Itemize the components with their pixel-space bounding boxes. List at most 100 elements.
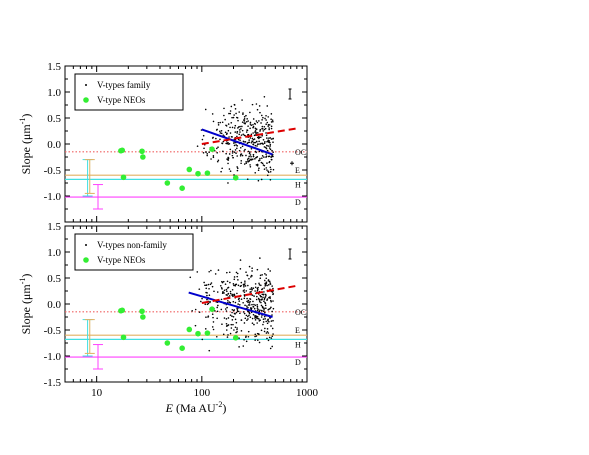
- family-point: [231, 116, 233, 119]
- family-point: [248, 155, 250, 158]
- family-point: [267, 332, 270, 334]
- family-point: [229, 132, 232, 134]
- family-point: [235, 144, 237, 146]
- family-point: [196, 271, 199, 273]
- family-point: [252, 123, 254, 126]
- family-point: [271, 119, 274, 121]
- family-point: [267, 145, 270, 147]
- family-point: [245, 114, 247, 117]
- family-point: [236, 275, 239, 278]
- family-point: [247, 120, 249, 122]
- family-point: [227, 292, 230, 295]
- family-point: [211, 113, 214, 115]
- family-point: [215, 137, 217, 140]
- family-point: [270, 125, 273, 128]
- family-point: [225, 152, 227, 155]
- family-point: [233, 329, 235, 331]
- family-point: [242, 133, 245, 136]
- family-point: [234, 131, 237, 133]
- y-tick-label: 1.5: [47, 221, 61, 233]
- family-point: [271, 149, 273, 152]
- family-point: [262, 143, 264, 145]
- family-point: [227, 317, 230, 319]
- family-point: [262, 323, 264, 326]
- family-point: [231, 150, 234, 152]
- family-point: [249, 111, 251, 114]
- family-point: [270, 158, 273, 161]
- family-point: [245, 131, 248, 133]
- family-point: [268, 280, 271, 283]
- family-point: [256, 121, 259, 124]
- y-tick-label: -1.5: [44, 377, 62, 389]
- family-point: [228, 143, 231, 145]
- family-point: [258, 298, 260, 301]
- y-label-main: Slope (: [19, 300, 33, 334]
- y-label-unit: μm: [19, 284, 33, 300]
- family-point: [246, 300, 248, 303]
- family-point: [255, 156, 257, 159]
- family-point: [233, 284, 235, 287]
- reference-label-h: H: [295, 180, 301, 189]
- neo-point: [179, 185, 185, 191]
- family-point: [256, 164, 259, 167]
- family-point: [267, 123, 270, 126]
- x-label-exp: -2: [216, 400, 223, 409]
- x-tick-label: 100: [194, 387, 211, 399]
- family-point: [257, 308, 259, 311]
- family-point: [212, 156, 215, 159]
- family-point: [249, 164, 251, 166]
- family-point: [208, 349, 211, 352]
- family-point: [208, 294, 211, 297]
- family-point: [254, 158, 256, 160]
- y-tick-label: 0.5: [47, 273, 61, 285]
- family-point: [231, 294, 233, 297]
- family-point: [242, 345, 245, 347]
- family-point: [222, 333, 225, 336]
- family-point: [211, 313, 214, 316]
- family-point: [251, 137, 254, 140]
- family-point: [238, 111, 240, 113]
- fit-line-red: [201, 127, 297, 145]
- family-point: [225, 329, 228, 331]
- y-tick-label: -0.5: [44, 165, 62, 177]
- reference-label-e: E: [295, 326, 300, 335]
- family-point: [205, 284, 207, 287]
- legend-box: [74, 233, 194, 271]
- family-point: [265, 134, 268, 137]
- family-point: [256, 322, 258, 324]
- family-point: [228, 295, 231, 297]
- family-point: [254, 131, 256, 133]
- family-point: [247, 335, 250, 338]
- family-point: [209, 283, 212, 286]
- family-point: [264, 273, 266, 275]
- family-point: [247, 141, 249, 144]
- family-point: [227, 324, 229, 327]
- family-point: [226, 290, 228, 293]
- y-label-close: ): [19, 274, 33, 278]
- legend-label: V-types non-family: [97, 240, 167, 250]
- x-label-close: ): [222, 401, 226, 415]
- family-point: [247, 150, 250, 153]
- family-point: [243, 115, 246, 118]
- family-point: [240, 134, 243, 136]
- family-point: [250, 133, 253, 136]
- family-point: [249, 316, 252, 318]
- family-point: [246, 297, 248, 300]
- family-point: [236, 147, 238, 150]
- family-point: [253, 303, 255, 306]
- family-point: [245, 271, 247, 273]
- family-point: [270, 320, 273, 322]
- family-point: [226, 294, 228, 296]
- family-point: [254, 141, 257, 144]
- family-point: [253, 141, 255, 144]
- family-point: [236, 169, 239, 172]
- y-label-exp: -1: [18, 278, 27, 285]
- family-point: [250, 141, 253, 144]
- family-point: [263, 146, 266, 148]
- family-point: [249, 154, 252, 156]
- family-point: [254, 339, 256, 341]
- family-point: [248, 312, 251, 315]
- family-point: [201, 138, 204, 141]
- family-point: [212, 321, 215, 323]
- neo-point: [179, 345, 185, 352]
